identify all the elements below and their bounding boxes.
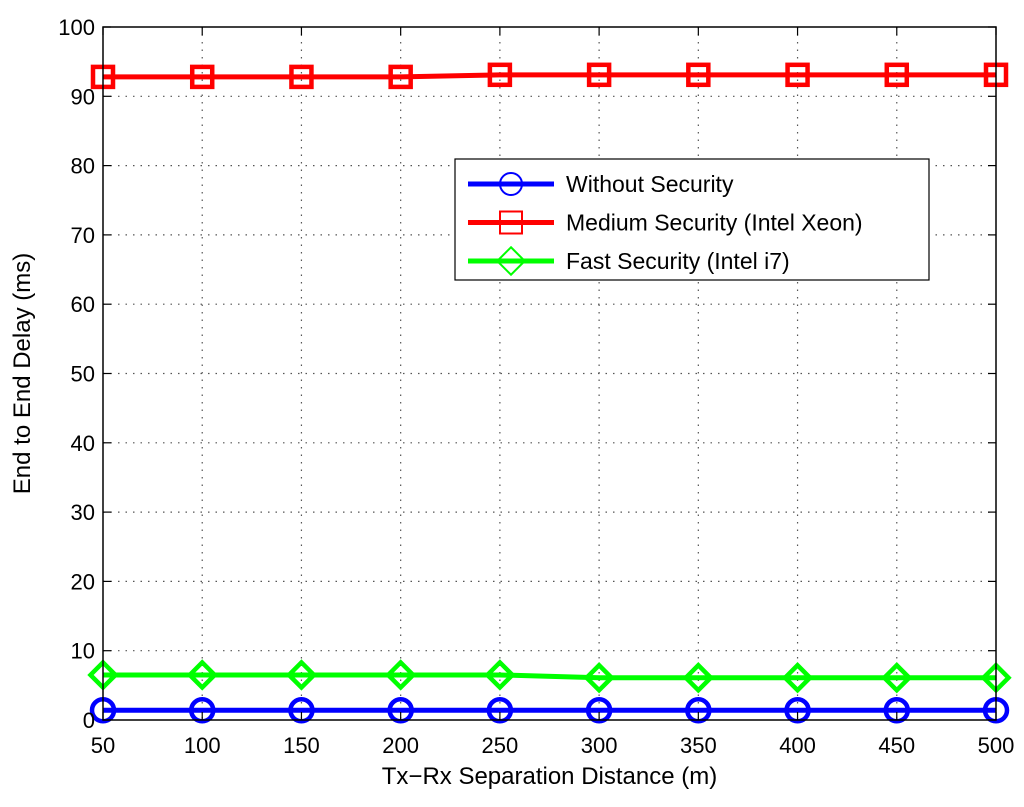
y-tick-label: 20 xyxy=(71,569,95,594)
data-point-circle xyxy=(784,697,811,724)
data-point-diamond xyxy=(186,659,218,691)
series-circle xyxy=(89,697,1010,724)
data-point-circle xyxy=(188,697,216,724)
series-line-square xyxy=(103,72,996,80)
y-tick-label: 50 xyxy=(71,362,95,387)
legend-marker-circle xyxy=(499,172,523,196)
x-tick-label: 250 xyxy=(482,733,519,758)
data-point-diamond xyxy=(682,662,715,694)
data-point-square xyxy=(586,62,612,88)
x-axis-label: Tx−Rx Separation Distance (m) xyxy=(382,763,717,790)
y-tick-label: 100 xyxy=(58,15,95,40)
x-tick-label: 450 xyxy=(878,733,915,758)
data-point-square xyxy=(686,62,711,88)
ticks: 50 100 150 200 250 300 350 400 450 500 0 10 20 30 40 50… xyxy=(58,15,1014,758)
data-point-diamond xyxy=(285,659,318,691)
x-tick-label: 200 xyxy=(382,733,419,758)
y-axis-label: End to End Delay (ms) xyxy=(9,253,36,494)
data-point-circle xyxy=(486,697,514,724)
series-layer xyxy=(87,62,1012,724)
y-tick-label: 10 xyxy=(71,639,95,664)
x-tick-label: 50 xyxy=(91,733,115,758)
series-line-diamond xyxy=(103,672,996,681)
y-tick-label: 60 xyxy=(71,292,95,317)
data-point-square xyxy=(388,64,413,90)
data-point-diamond xyxy=(484,659,516,691)
data-point-circle xyxy=(387,697,414,724)
y-tick-label: 0 xyxy=(83,708,95,733)
legend-label-square: Medium Security (Intel Xeon) xyxy=(566,210,863,236)
grid xyxy=(103,27,996,720)
data-point-diamond xyxy=(881,662,913,694)
data-point-circle xyxy=(685,697,712,724)
legend-marker-diamond xyxy=(495,245,527,277)
y-tick-label: 90 xyxy=(71,84,95,109)
x-tick-label: 400 xyxy=(779,733,816,758)
legend: Without Security Medium Security (Intel X… xyxy=(454,158,930,281)
data-point-square xyxy=(289,64,314,90)
data-point-square xyxy=(487,62,513,88)
x-tick-label: 100 xyxy=(184,733,221,758)
x-tick-label: 300 xyxy=(581,733,618,758)
legend-marker-square xyxy=(499,210,523,235)
x-tick-label: 350 xyxy=(680,733,717,758)
x-tick-label: 150 xyxy=(283,733,320,758)
data-point-square xyxy=(884,62,910,88)
y-tick-label: 30 xyxy=(71,500,95,525)
y-tick-label: 80 xyxy=(71,154,95,179)
x-tick-label: 500 xyxy=(978,733,1015,758)
legend-label-circle: Without Security xyxy=(566,171,734,197)
data-point-diamond xyxy=(384,659,417,691)
data-point-circle xyxy=(585,697,613,724)
data-point-circle xyxy=(288,697,315,724)
y-tick-label: 70 xyxy=(71,223,95,248)
data-point-diamond xyxy=(583,662,615,694)
series-diamond xyxy=(87,659,1012,694)
data-point-square xyxy=(189,64,215,90)
data-point-square xyxy=(785,62,810,88)
legend-label-diamond: Fast Security (Intel i7) xyxy=(566,248,790,274)
data-point-circle xyxy=(883,697,911,724)
data-point-diamond xyxy=(781,662,814,694)
y-tick-label: 40 xyxy=(71,431,95,456)
